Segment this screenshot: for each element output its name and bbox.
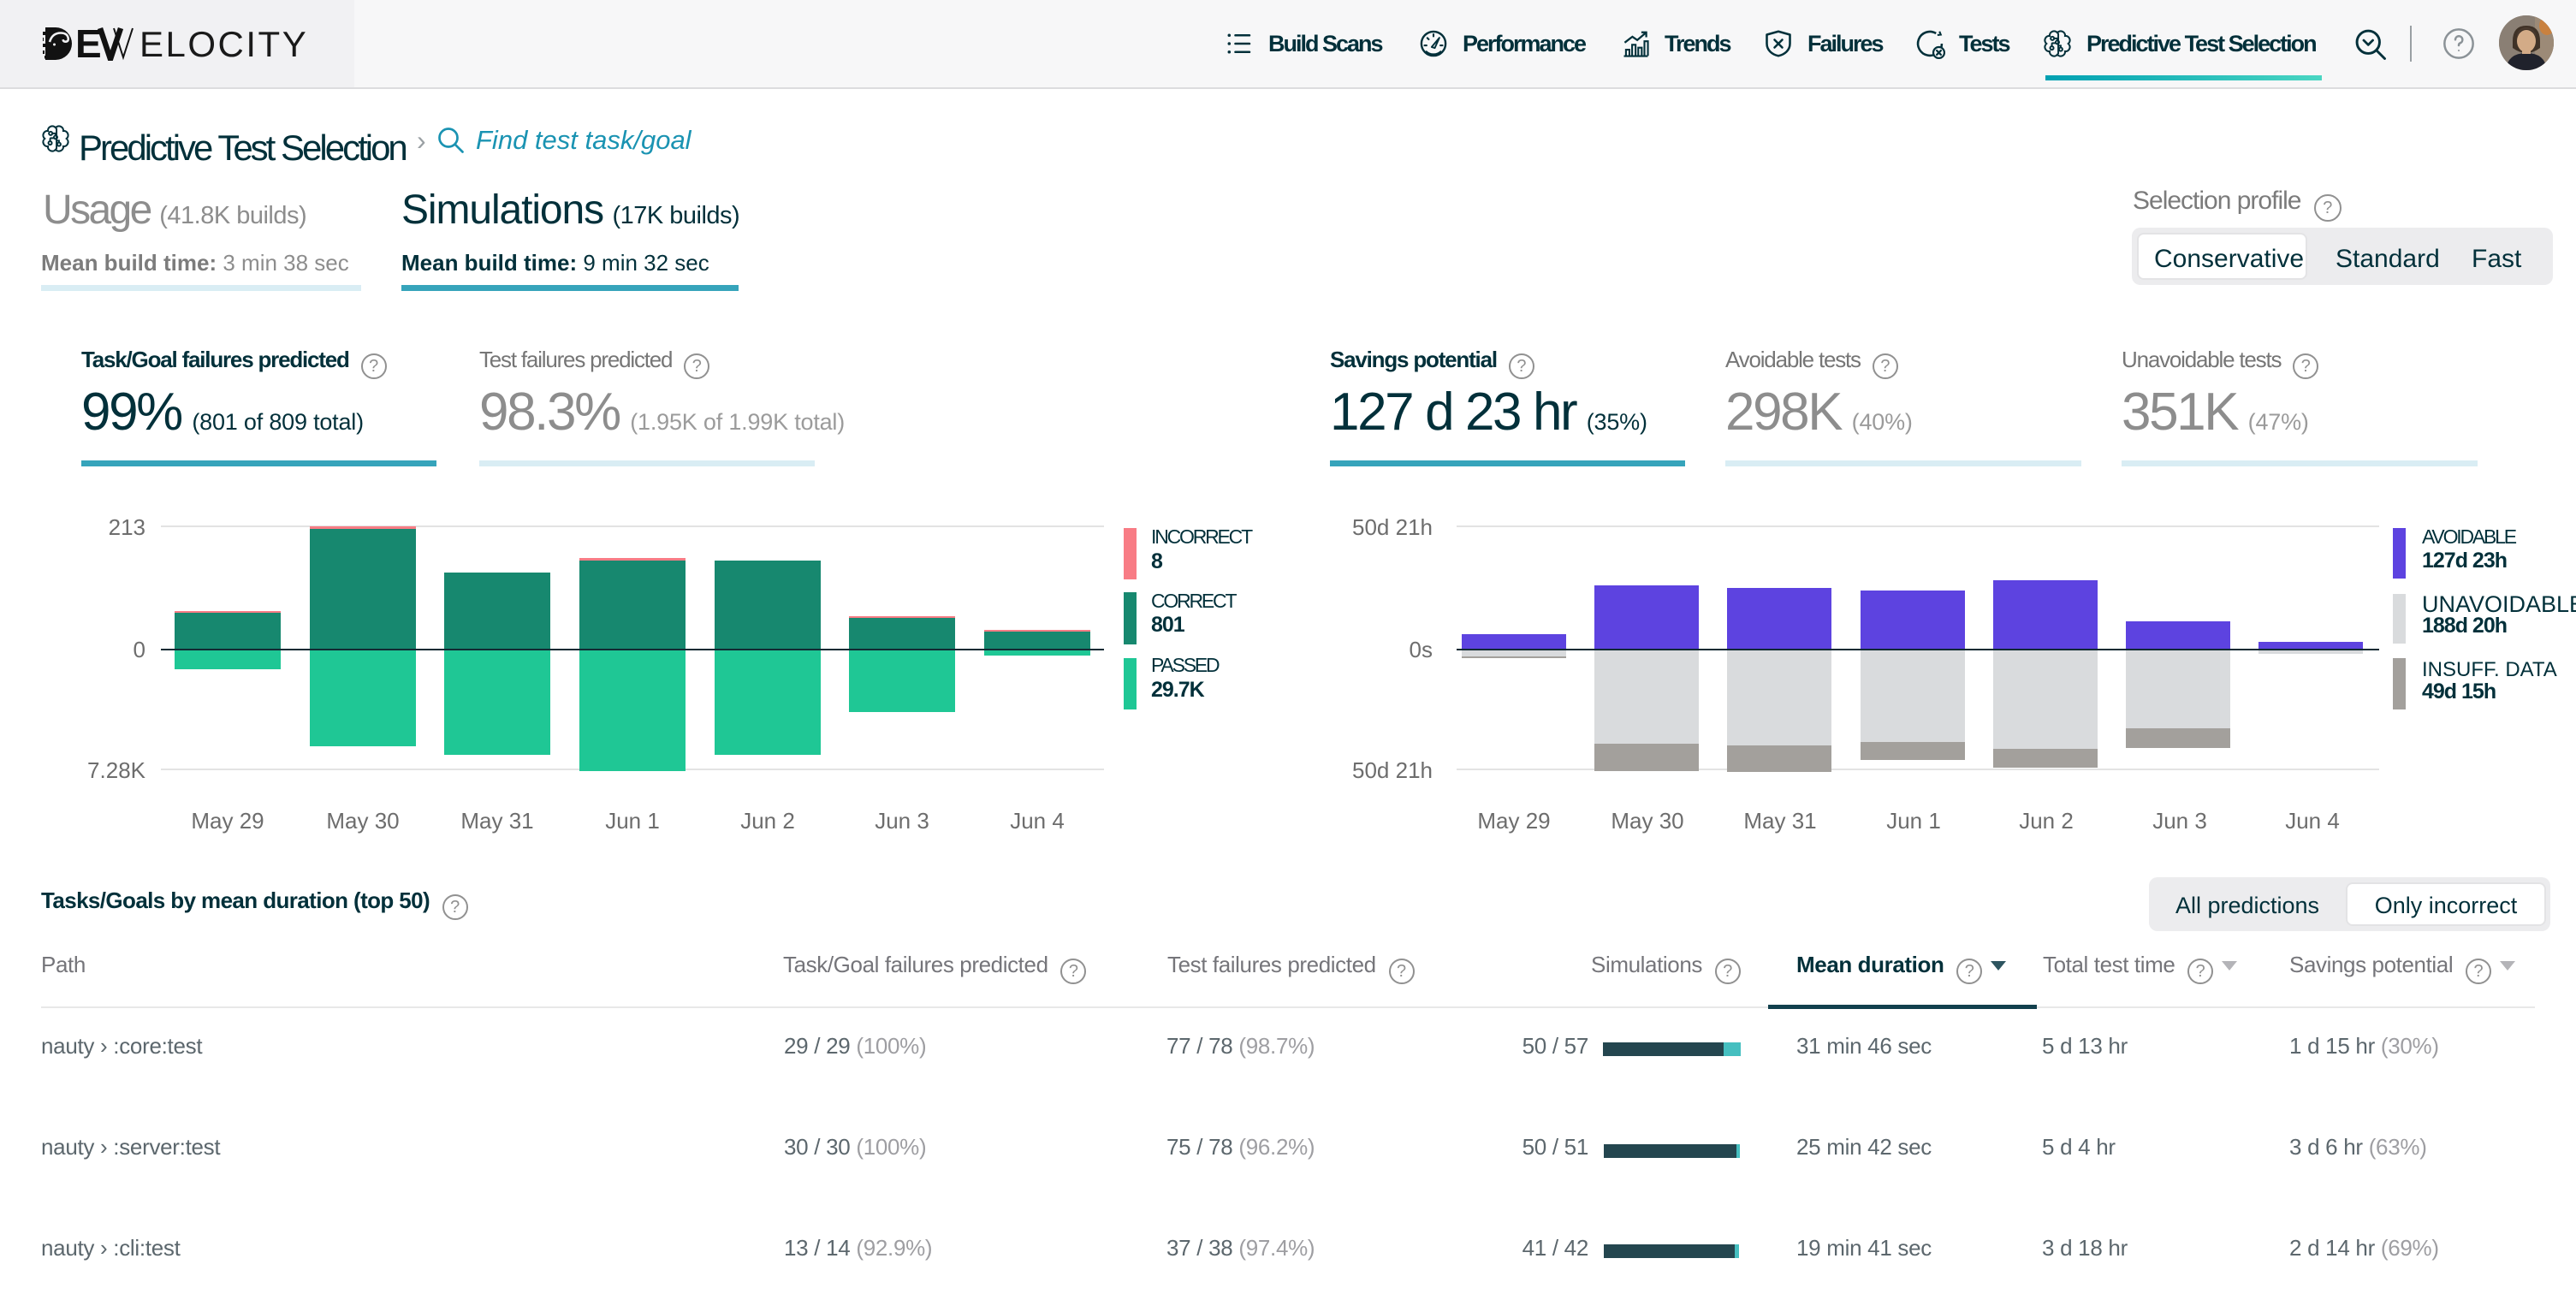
svg-text:ELOCITY: ELOCITY bbox=[139, 27, 308, 61]
svg-text:E: E bbox=[75, 27, 102, 61]
